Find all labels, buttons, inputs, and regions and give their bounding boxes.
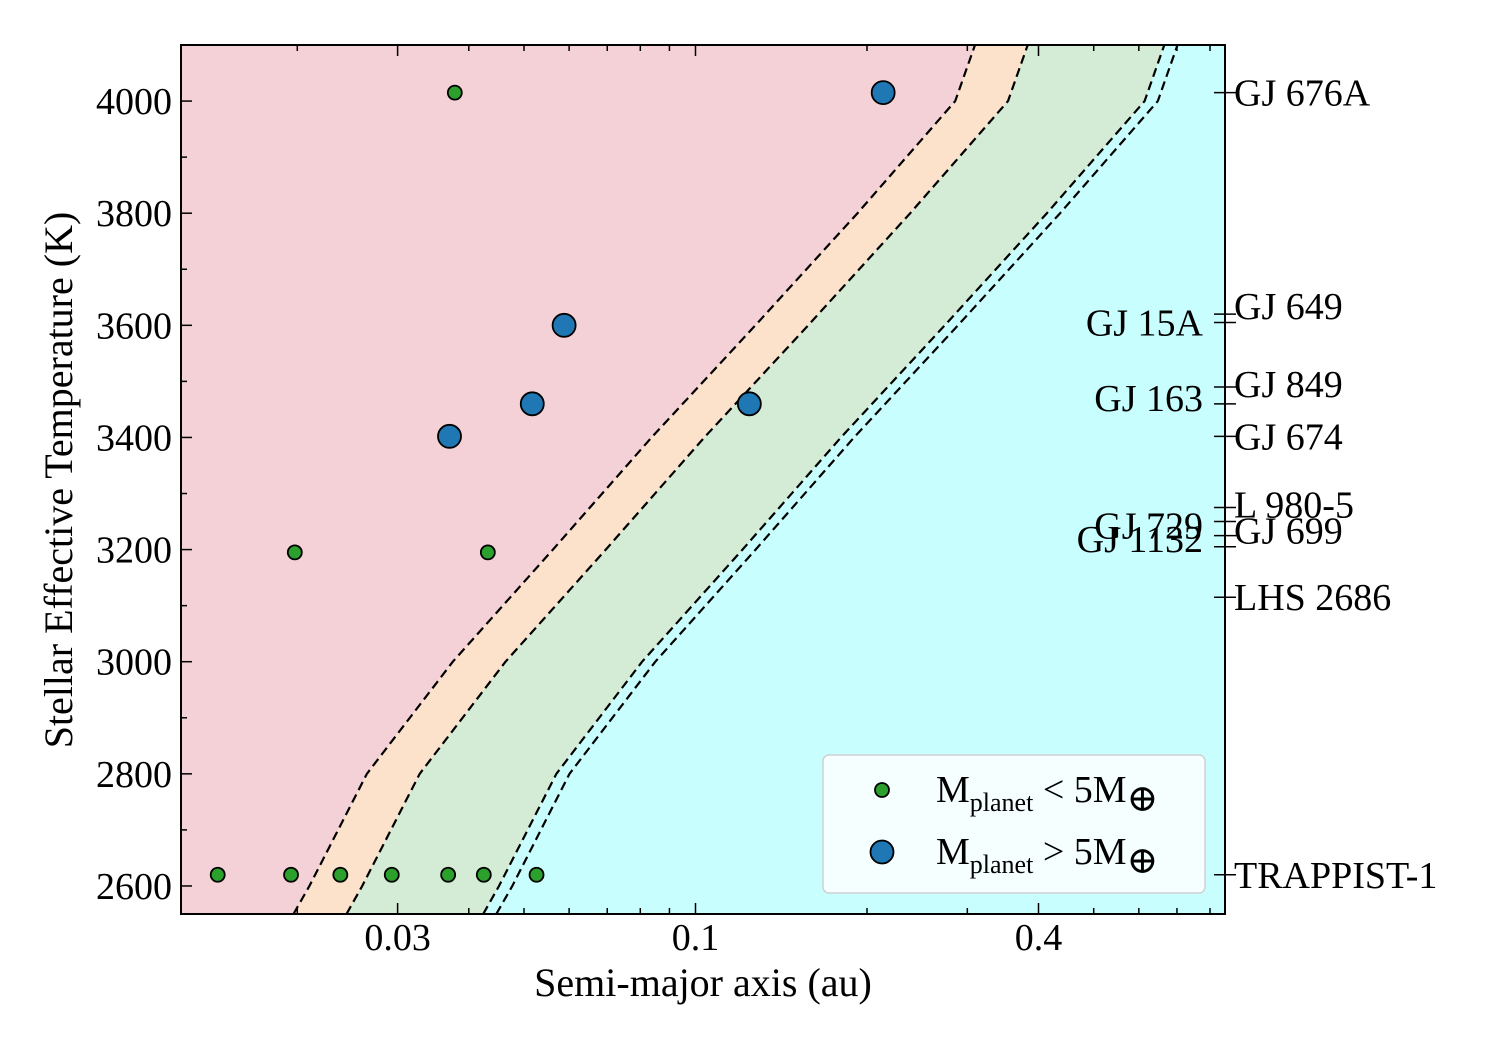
boundary-line-2 bbox=[345, 45, 1029, 914]
boundary-line-3 bbox=[482, 45, 1166, 914]
x-tick-label: 0.03 bbox=[364, 917, 431, 959]
star-label: GJ 729 bbox=[1094, 506, 1203, 548]
data-point-small bbox=[446, 84, 463, 101]
star-label: GJ 676A bbox=[1234, 73, 1371, 115]
data-point-small bbox=[479, 544, 496, 561]
legend: Mplanet < 5M⊕ Mplanet > 5M⊕ bbox=[822, 754, 1206, 894]
y-tick-label: 3400 bbox=[96, 417, 172, 459]
climate-regions bbox=[181, 45, 1225, 914]
y-tick-label: 4000 bbox=[96, 81, 172, 123]
star-label: GJ 15A bbox=[1086, 303, 1204, 345]
y-tick-label: 3000 bbox=[96, 642, 172, 684]
boundary-line-4 bbox=[495, 45, 1179, 914]
legend-label-small: Mplanet < 5M⊕ bbox=[936, 769, 1158, 820]
star-label: TRAPPIST-1 bbox=[1234, 855, 1437, 897]
region-temperate bbox=[346, 45, 1165, 914]
data-point-small bbox=[475, 866, 492, 883]
data-point-small bbox=[440, 866, 457, 883]
legend-marker-large bbox=[869, 839, 895, 865]
x-tick-label: 0.4 bbox=[1015, 917, 1063, 959]
y-tick-label: 3200 bbox=[96, 530, 172, 572]
region-cold bbox=[496, 45, 1225, 914]
y-tick-label: 2600 bbox=[96, 866, 172, 908]
planet-points bbox=[209, 80, 896, 883]
star-label: GJ 674 bbox=[1234, 416, 1343, 458]
legend-box bbox=[822, 754, 1206, 894]
boundary-line-1 bbox=[292, 45, 977, 914]
legend-label-large: Mplanet > 5M⊕ bbox=[936, 831, 1158, 882]
plot-frame bbox=[180, 44, 1226, 915]
region-cold bbox=[483, 45, 1178, 914]
data-point-small bbox=[383, 866, 400, 883]
data-point-large bbox=[437, 423, 462, 449]
data-point-small bbox=[283, 866, 299, 883]
star-label: GJ 849 bbox=[1234, 364, 1343, 406]
data-point-large bbox=[519, 391, 545, 417]
data-point-large bbox=[870, 80, 896, 106]
star-labels: GJ 676A GJ 649 GJ 15A GJ 849 GJ 163 GJ 674 L 9… bbox=[1077, 73, 1438, 897]
star-label: L 980-5 bbox=[1234, 485, 1354, 527]
tick-labels: 2600 2800 3000 3200 3400 3600 3800 4000 0.03 0.1 0… bbox=[96, 81, 1062, 959]
y-tick-label: 3800 bbox=[96, 193, 172, 235]
star-label: GJ 699 bbox=[1234, 511, 1343, 553]
region-warm bbox=[293, 45, 1028, 914]
data-point-small bbox=[209, 866, 226, 883]
star-label: GJ 163 bbox=[1094, 378, 1203, 420]
region-hot bbox=[181, 45, 975, 914]
star-label: GJ 649 bbox=[1234, 286, 1343, 328]
data-point-small bbox=[286, 544, 303, 561]
star-label: GJ 1132 bbox=[1077, 519, 1203, 561]
x-tick-label: 0.1 bbox=[672, 917, 720, 959]
data-point-large bbox=[551, 312, 577, 338]
legend-marker-small bbox=[874, 782, 890, 798]
data-point-large bbox=[736, 391, 762, 417]
data-point-small bbox=[332, 866, 349, 883]
y-axis-title: Stellar Effective Temperature (K) bbox=[36, 212, 81, 749]
star-label: LHS 2686 bbox=[1234, 577, 1391, 619]
x-axis-title: Semi-major axis (au) bbox=[534, 960, 872, 1005]
data-point-small bbox=[528, 866, 545, 883]
y-tick-label: 2800 bbox=[96, 754, 172, 796]
y-tick-label: 3600 bbox=[96, 305, 172, 347]
region-boundaries bbox=[292, 45, 1179, 914]
